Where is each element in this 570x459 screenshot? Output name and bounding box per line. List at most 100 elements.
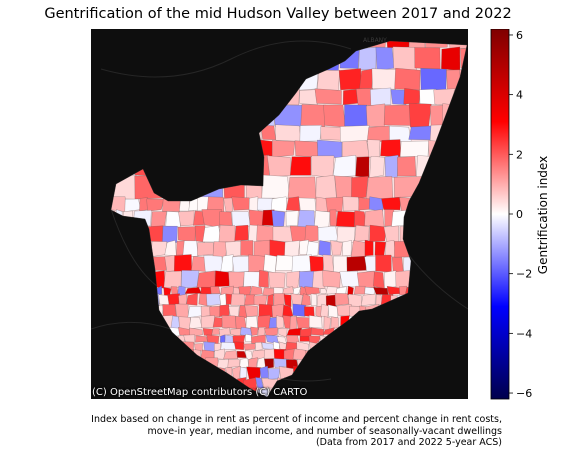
tract-polygon[interactable] — [219, 211, 233, 226]
tract-polygon[interactable] — [383, 104, 411, 126]
tract-polygon[interactable] — [394, 68, 421, 91]
tract-polygon[interactable] — [201, 209, 222, 228]
tract-polygon[interactable] — [239, 366, 247, 380]
tract-polygon[interactable] — [218, 327, 231, 337]
tract-polygon[interactable] — [300, 293, 311, 307]
tract-polygon[interactable] — [249, 209, 264, 228]
tract-polygon[interactable] — [220, 254, 234, 273]
tract-polygon[interactable] — [191, 256, 207, 272]
tract-polygon[interactable] — [420, 68, 447, 91]
tract-polygon[interactable] — [248, 254, 266, 273]
tract-polygon[interactable] — [329, 209, 338, 227]
tract-polygon[interactable] — [170, 286, 179, 295]
tract-polygon[interactable] — [231, 196, 250, 211]
tract-polygon[interactable] — [167, 293, 180, 306]
tract-polygon[interactable] — [264, 358, 274, 369]
tract-polygon[interactable] — [306, 241, 319, 258]
tract-polygon[interactable] — [162, 226, 178, 243]
tract-polygon[interactable] — [214, 270, 231, 287]
tract-polygon[interactable] — [367, 125, 391, 142]
tract-polygon[interactable] — [381, 196, 401, 211]
tract-polygon[interactable] — [223, 350, 239, 360]
tract-polygon[interactable] — [197, 242, 214, 256]
tract-polygon[interactable] — [310, 327, 324, 336]
tract-polygon[interactable] — [334, 293, 350, 306]
tract-polygon[interactable] — [325, 294, 337, 307]
tract-polygon[interactable] — [203, 255, 223, 272]
tract-polygon[interactable] — [186, 293, 198, 306]
tract-polygon[interactable] — [338, 68, 362, 91]
tract-polygon[interactable] — [263, 348, 276, 359]
tract-polygon[interactable] — [263, 254, 277, 274]
tract-polygon[interactable] — [395, 270, 411, 289]
tract-polygon[interactable] — [403, 88, 421, 105]
tract-polygon[interactable] — [206, 293, 221, 306]
tract-polygon[interactable] — [369, 224, 387, 242]
tract-polygon[interactable] — [346, 255, 367, 272]
tract-polygon[interactable] — [294, 140, 319, 158]
tract-polygon[interactable] — [318, 240, 331, 258]
tract-polygon[interactable] — [271, 196, 287, 212]
tract-polygon[interactable] — [323, 315, 331, 331]
tract-polygon[interactable] — [243, 343, 256, 351]
tract-polygon[interactable] — [297, 210, 315, 228]
tract-polygon[interactable] — [231, 211, 251, 227]
tract-polygon[interactable] — [255, 377, 264, 389]
tract-polygon[interactable] — [228, 305, 240, 317]
tract-polygon[interactable] — [342, 89, 358, 105]
tract-polygon[interactable] — [399, 140, 429, 157]
tract-polygon[interactable] — [202, 225, 222, 243]
tract-polygon[interactable] — [289, 315, 297, 330]
tract-polygon[interactable] — [268, 271, 286, 289]
tract-polygon[interactable] — [364, 239, 374, 256]
tract-polygon[interactable] — [239, 326, 253, 337]
tract-polygon[interactable] — [201, 315, 215, 328]
tract-polygon[interactable] — [163, 270, 182, 289]
tract-polygon[interactable] — [322, 270, 341, 288]
tract-polygon[interactable] — [178, 210, 195, 227]
tract-polygon[interactable] — [385, 240, 396, 258]
tract-polygon[interactable] — [174, 254, 192, 272]
tract-polygon[interactable] — [340, 125, 370, 143]
tract-polygon[interactable] — [221, 315, 237, 329]
tract-polygon[interactable] — [330, 240, 343, 256]
tract-polygon[interactable] — [264, 327, 279, 337]
tract-polygon[interactable] — [315, 175, 337, 200]
tract-polygon[interactable] — [344, 104, 368, 127]
tract-polygon[interactable] — [361, 293, 376, 306]
tract-polygon[interactable] — [392, 46, 417, 71]
tract-polygon[interactable] — [282, 304, 294, 319]
tract-polygon[interactable] — [351, 176, 369, 200]
tract-polygon[interactable] — [230, 293, 246, 306]
tract-polygon[interactable] — [342, 196, 361, 212]
tract-polygon[interactable] — [316, 70, 340, 91]
tract-polygon[interactable] — [311, 155, 335, 178]
tract-polygon[interactable] — [271, 140, 295, 158]
tract-polygon[interactable] — [227, 359, 240, 368]
tract-polygon[interactable] — [408, 103, 432, 128]
tract-polygon[interactable] — [414, 47, 441, 70]
tract-polygon[interactable] — [246, 366, 262, 380]
tract-polygon[interactable] — [389, 125, 412, 142]
tract-polygon[interactable] — [397, 156, 417, 177]
tract-polygon[interactable] — [217, 359, 229, 369]
tract-polygon[interactable] — [359, 68, 374, 90]
tract-polygon[interactable] — [314, 88, 342, 105]
tract-polygon[interactable] — [256, 224, 276, 243]
tract-polygon[interactable] — [370, 87, 392, 106]
tract-polygon[interactable] — [365, 176, 393, 200]
tract-polygon[interactable] — [124, 198, 142, 212]
tract-polygon[interactable] — [354, 225, 370, 242]
tract-polygon[interactable] — [334, 175, 353, 200]
tract-polygon[interactable] — [350, 240, 366, 258]
tract-polygon[interactable] — [210, 286, 221, 294]
tract-polygon[interactable] — [330, 316, 339, 330]
tract-polygon[interactable] — [225, 241, 243, 258]
tract-polygon[interactable] — [211, 328, 220, 335]
tract-polygon[interactable] — [355, 156, 370, 178]
tract-polygon[interactable] — [189, 316, 203, 329]
tract-polygon[interactable] — [320, 126, 343, 141]
tract-polygon[interactable] — [296, 317, 311, 329]
tract-polygon[interactable] — [212, 241, 228, 258]
tract-polygon[interactable] — [150, 211, 167, 228]
